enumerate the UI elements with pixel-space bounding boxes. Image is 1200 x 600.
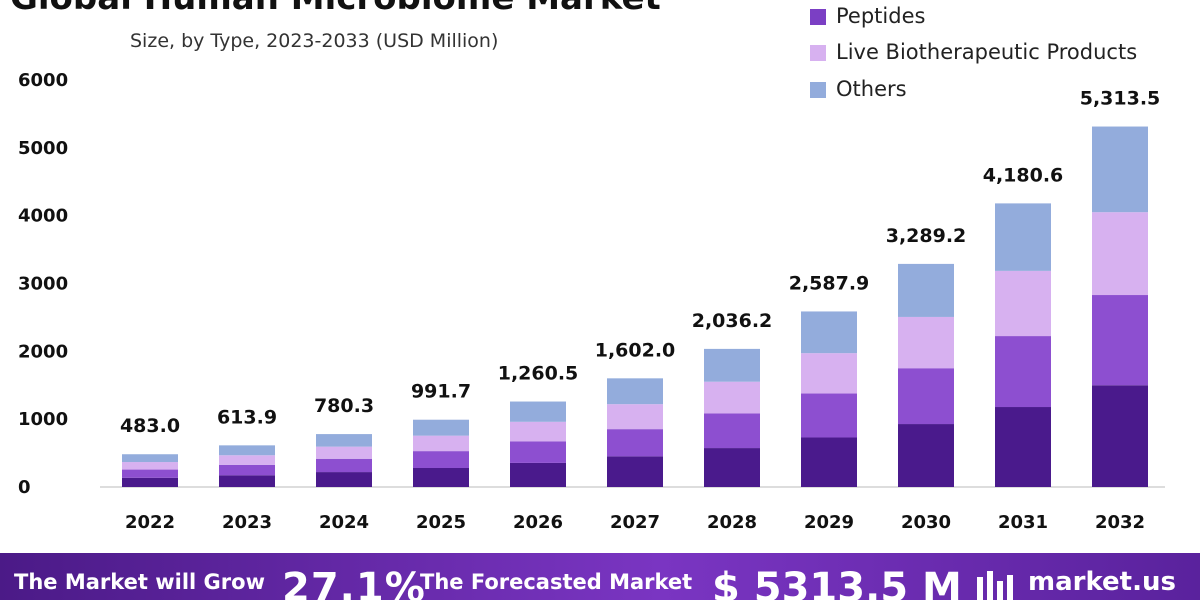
bar-segment-2023-others	[219, 445, 275, 456]
legend-item-live-biotherapeutic-products: Live Biotherapeutic Products	[810, 40, 1137, 64]
bar-segment-2028-live-biotherapeutic-products	[704, 381, 760, 414]
bar-total-label: 780.3	[314, 395, 374, 417]
bar-segment-2032-peptides	[1092, 295, 1148, 386]
bar-segment-2032-live-biotherapeutic-products	[1092, 212, 1148, 296]
bar-segment-2024-others	[316, 434, 372, 447]
bar-segment-2027-live-biotherapeutic-products	[607, 404, 663, 430]
x-tick-label: 2023	[222, 512, 272, 533]
bar-segment-2022-segment-0	[122, 477, 178, 487]
y-tick-label: 1000	[18, 409, 68, 430]
bar-segment-2028-segment-0	[704, 448, 760, 487]
legend-item-peptides: Peptides	[810, 4, 925, 28]
bar-total-label: 3,289.2	[886, 225, 967, 247]
y-tick-label: 5000	[18, 138, 68, 159]
bar-segment-2026-peptides	[510, 441, 566, 463]
bar-total-label: 613.9	[217, 406, 277, 428]
y-tick-label: 0	[18, 477, 31, 498]
y-tick-label: 2000	[18, 341, 68, 362]
bar-segment-2023-live-biotherapeutic-products	[219, 455, 275, 465]
bar-segment-2031-live-biotherapeutic-products	[995, 270, 1051, 337]
bar-total-label: 483.0	[120, 415, 180, 437]
y-tick-label: 3000	[18, 274, 68, 295]
bar-total-label: 1,602.0	[595, 339, 676, 361]
bar-total-label: 2,587.9	[789, 272, 870, 294]
chart-title: Global Human Microbiome Market	[10, 0, 661, 18]
bar-segment-2028-peptides	[704, 413, 760, 449]
bar-segment-2029-segment-0	[801, 437, 857, 487]
bar-segment-2026-others	[510, 401, 566, 422]
y-tick-label: 4000	[18, 206, 68, 227]
bar-segment-2032-others	[1092, 126, 1148, 213]
bar-total-label: 2,036.2	[692, 310, 773, 332]
market-us-logo-icon	[977, 571, 1013, 600]
bar-segment-2029-others	[801, 311, 857, 354]
bar-segment-2024-peptides	[316, 458, 372, 473]
bar-segment-2022-live-biotherapeutic-products	[122, 462, 178, 470]
x-tick-label: 2022	[125, 512, 175, 533]
footer-banner: The Market will Grow 27.1% The Forecaste…	[0, 553, 1200, 600]
bar-segment-2030-live-biotherapeutic-products	[898, 316, 954, 369]
bar-segment-2030-segment-0	[898, 424, 954, 487]
legend-swatch-peptides	[810, 9, 826, 25]
bar-segment-2022-peptides	[122, 469, 178, 478]
bar-segment-2026-live-biotherapeutic-products	[510, 421, 566, 442]
bar-segment-2030-peptides	[898, 368, 954, 425]
bar-total-label: 4,180.6	[983, 164, 1064, 186]
bar-segment-2032-segment-0	[1092, 385, 1148, 487]
y-tick-label: 6000	[18, 70, 68, 91]
legend-label: Others	[836, 77, 907, 101]
x-tick-label: 2025	[416, 512, 466, 533]
bar-segment-2027-others	[607, 378, 663, 405]
bar-segment-2025-live-biotherapeutic-products	[413, 435, 469, 452]
bar-segment-2024-live-biotherapeutic-products	[316, 446, 372, 459]
x-tick-label: 2027	[610, 512, 660, 533]
bar-segment-2029-peptides	[801, 393, 857, 438]
bar-segment-2027-peptides	[607, 429, 663, 457]
footer-forecast-text: The Forecasted Market	[420, 570, 693, 594]
bar-chart: 0 1000 2000 3000 4000 5000 6000 483.0 2022 613.9 2…	[18, 70, 1165, 533]
chart-subtitle: Size, by Type, 2023-2033 (USD Million)	[130, 30, 499, 52]
bar-total-label: 5,313.5	[1080, 88, 1161, 110]
footer-forecast-value: $ 5313.5 M	[712, 565, 962, 600]
bar-segment-2024-segment-0	[316, 472, 372, 487]
x-tick-label: 2026	[513, 512, 563, 533]
bar-segment-2025-segment-0	[413, 468, 469, 487]
bar-segment-2031-peptides	[995, 336, 1051, 408]
bar-segment-2031-segment-0	[995, 407, 1051, 487]
x-tick-label: 2030	[901, 512, 951, 533]
bar-total-label: 1,260.5	[498, 363, 579, 385]
x-tick-label: 2024	[319, 512, 369, 533]
legend-item-others: Others	[810, 77, 907, 101]
legend-swatch-live-biotherapeutic-products	[810, 45, 826, 61]
bar-segment-2030-others	[898, 263, 954, 317]
bar-segment-2025-others	[413, 419, 469, 436]
x-tick-label: 2028	[707, 512, 757, 533]
footer-cagr-value: 27.1%	[282, 565, 426, 600]
bar-segment-2022-others	[122, 454, 178, 463]
x-tick-label: 2032	[1095, 512, 1145, 533]
legend-swatch-others	[810, 82, 826, 98]
footer-brand: market.us	[1028, 567, 1176, 597]
bar-segment-2026-segment-0	[510, 462, 566, 487]
bar-segment-2023-peptides	[219, 464, 275, 476]
legend-label: Peptides	[836, 4, 926, 28]
footer-grow-text: The Market will Grow	[14, 570, 265, 594]
x-tick-label: 2029	[804, 512, 854, 533]
bar-total-label: 991.7	[411, 381, 471, 403]
bar-segment-2025-peptides	[413, 451, 469, 469]
bar-segment-2028-others	[704, 348, 760, 382]
legend-label: Live Biotherapeutic Products	[836, 40, 1138, 64]
bar-segment-2027-segment-0	[607, 456, 663, 487]
bar-segment-2029-live-biotherapeutic-products	[801, 353, 857, 394]
x-tick-label: 2031	[998, 512, 1048, 533]
bar-segment-2023-segment-0	[219, 475, 275, 487]
bar-segment-2031-others	[995, 203, 1051, 271]
